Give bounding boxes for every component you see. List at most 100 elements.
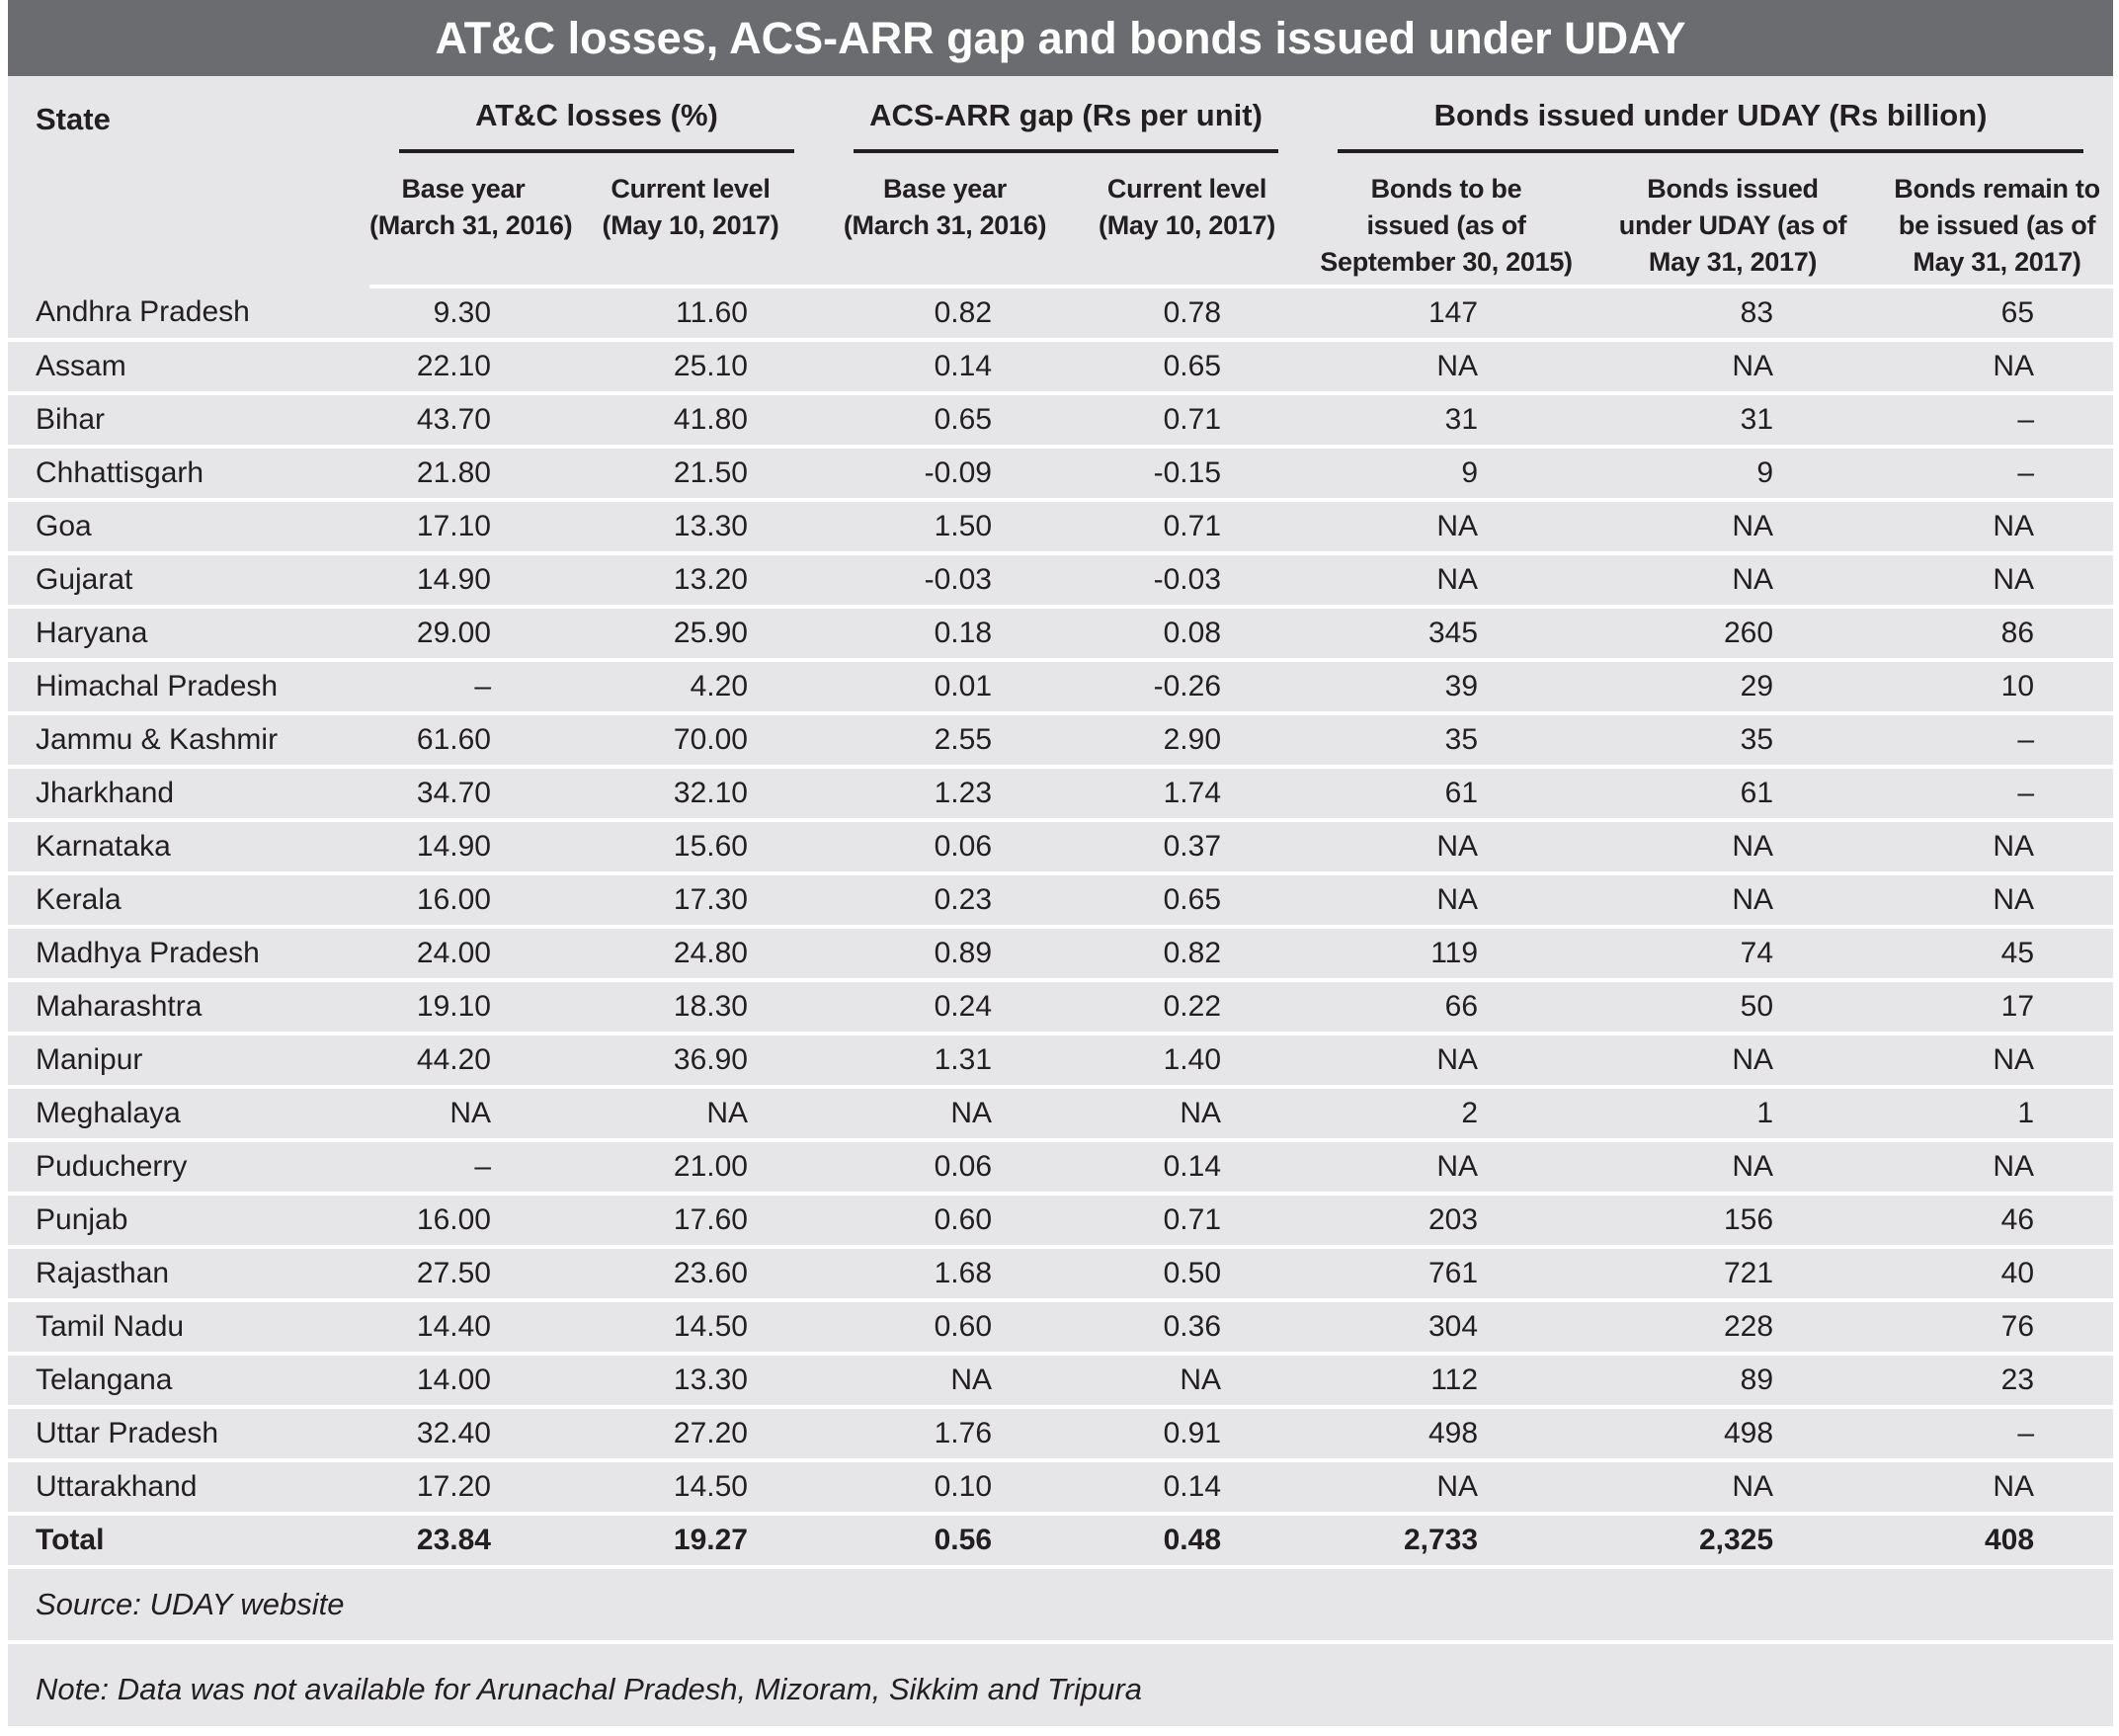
table-row: Uttar Pradesh 32.40 27.20 1.76 0.91 498 498–	[8, 1407, 2113, 1462]
table-row: Haryana 29.00 25.90 0.18 0.08 345 260 86	[8, 607, 2113, 662]
cell-value: 19.10	[369, 980, 557, 1035]
cell-value: 31	[1308, 393, 1586, 449]
cell-value: 0.23	[824, 873, 1066, 929]
cell-value: 21.80	[369, 447, 557, 502]
cell-value: 0.14	[1066, 1460, 1309, 1516]
cell-value: –	[1881, 393, 2113, 449]
cell-value: 40	[1881, 1247, 2113, 1302]
cell-value: -0.15	[1066, 447, 1309, 502]
cell-value: 0.01	[824, 660, 1066, 715]
cell-value: 498	[1585, 1407, 1882, 1462]
subheader-col-3: Base year (March 31, 2016)	[824, 155, 1066, 289]
table-row: Puducherry –21.00 0.06 0.14 NA NA NA	[8, 1140, 2113, 1196]
subheader-col-4: Current level (May 10, 2017)	[1066, 155, 1309, 289]
cell-value: 203	[1308, 1194, 1586, 1249]
cell-value: NA	[1881, 1460, 2113, 1516]
cell-value: 2,733	[1308, 1514, 1586, 1569]
subheader-col-2: Current level (May 10, 2017)	[557, 155, 824, 289]
table-row: Kerala 16.00 17.30 0.23 0.65 NA NA NA	[8, 873, 2113, 929]
cell-value: 345	[1308, 607, 1586, 662]
state-name: Himachal Pradesh	[8, 660, 369, 715]
group-header-bonds: Bonds issued under UDAY (Rs billion)	[1308, 76, 2113, 155]
state-name: Haryana	[8, 607, 369, 662]
table-row: Rajasthan 27.50 23.60 1.68 0.50 761 721 40	[8, 1247, 2113, 1302]
source-text: Source: UDAY website	[8, 1569, 2113, 1644]
cell-value: 0.71	[1066, 393, 1309, 449]
cell-value: NA	[1881, 873, 2113, 929]
cell-value: 0.65	[824, 393, 1066, 449]
cell-value: 228	[1585, 1300, 1882, 1356]
cell-value: 32.40	[369, 1407, 557, 1462]
cell-value: –	[369, 660, 557, 715]
table-body: Andhra Pradesh 9.30 11.60 0.82 0.78 147 83 65 As…	[8, 287, 2113, 1569]
state-name: Uttarakhand	[8, 1460, 369, 1516]
cell-value: 0.06	[824, 1140, 1066, 1196]
cell-value: 24.80	[557, 927, 824, 982]
cell-value: 24.00	[369, 927, 557, 982]
table-row: Chhattisgarh 21.80 21.50 -0.09 -0.15 9 9–	[8, 447, 2113, 502]
cell-value: 0.14	[1066, 1140, 1309, 1196]
cell-value: -0.03	[824, 553, 1066, 609]
cell-value: 18.30	[557, 980, 824, 1035]
cell-value: 35	[1308, 713, 1586, 769]
cell-value: 29	[1585, 660, 1882, 715]
cell-value: NA	[1585, 500, 1882, 555]
cell-value: 14.90	[369, 553, 557, 609]
cell-value: 304	[1308, 1300, 1586, 1356]
cell-value: NA	[1585, 873, 1882, 929]
subheader-row: Base year (March 31, 2016) Current level …	[8, 155, 2113, 289]
cell-value: 0.71	[1066, 500, 1309, 555]
cell-value: NA	[1881, 553, 2113, 609]
cell-value: 4.20	[557, 660, 824, 715]
cell-value: 0.36	[1066, 1300, 1309, 1356]
cell-value: –	[1881, 713, 2113, 769]
cell-value: 0.50	[1066, 1247, 1309, 1302]
cell-value: 21.00	[557, 1140, 824, 1196]
cell-value: 0.60	[824, 1194, 1066, 1249]
subheader-col-5: Bonds to be issued (as of September 30, …	[1308, 155, 1586, 289]
cell-value: NA	[1308, 500, 1586, 555]
cell-value: 0.82	[824, 287, 1066, 342]
cell-value: NA	[1585, 1033, 1882, 1089]
cell-value: 0.65	[1066, 340, 1309, 395]
cell-value: 23.60	[557, 1247, 824, 1302]
cell-value: NA	[1585, 1140, 1882, 1196]
cell-value: 0.56	[824, 1514, 1066, 1569]
cell-value: 0.24	[824, 980, 1066, 1035]
cell-value: –	[1881, 767, 2113, 822]
cell-value: 13.30	[557, 1354, 824, 1409]
cell-value: 0.78	[1066, 287, 1309, 342]
state-name: Jammu & Kashmir	[8, 713, 369, 769]
cell-value: 9	[1585, 447, 1882, 502]
table-row: Madhya Pradesh 24.00 24.80 0.89 0.82 119 74 45	[8, 927, 2113, 982]
cell-value: 2	[1308, 1087, 1586, 1142]
cell-value: NA	[1881, 500, 2113, 555]
cell-value: 29.00	[369, 607, 557, 662]
page-title: AT&C losses, ACS-ARR gap and bonds issue…	[435, 12, 1686, 63]
subheader-col-6: Bonds issued under UDAY (as of May 31, 2…	[1585, 155, 1882, 289]
cell-value: 1	[1585, 1087, 1882, 1142]
cell-value: 70.00	[557, 713, 824, 769]
subheader-col-7: Bonds remain to be issued (as of May 31,…	[1881, 155, 2113, 289]
cell-value: -0.09	[824, 447, 1066, 502]
table-row: Gujarat 14.90 13.20 -0.03 -0.03 NA NA NA	[8, 553, 2113, 609]
cell-value: 17	[1881, 980, 2113, 1035]
cell-value: 0.14	[824, 340, 1066, 395]
cell-value: 39	[1308, 660, 1586, 715]
state-name: Goa	[8, 500, 369, 555]
cell-value: 83	[1585, 287, 1882, 342]
cell-value: 27.50	[369, 1247, 557, 1302]
cell-value: 0.08	[1066, 607, 1309, 662]
cell-value: 761	[1308, 1247, 1586, 1302]
cell-value: NA	[1308, 1140, 1586, 1196]
cell-value: 14.40	[369, 1300, 557, 1356]
state-name: Tamil Nadu	[8, 1300, 369, 1356]
table-row: Karnataka 14.90 15.60 0.06 0.37 NA NA NA	[8, 820, 2113, 875]
cell-value: NA	[1308, 820, 1586, 875]
cell-value: 13.30	[557, 500, 824, 555]
cell-value: NA	[824, 1354, 1066, 1409]
cell-value: 15.60	[557, 820, 824, 875]
table-row: Uttarakhand 17.20 14.50 0.10 0.14 NA NA NA	[8, 1460, 2113, 1516]
cell-value: NA	[557, 1087, 824, 1142]
